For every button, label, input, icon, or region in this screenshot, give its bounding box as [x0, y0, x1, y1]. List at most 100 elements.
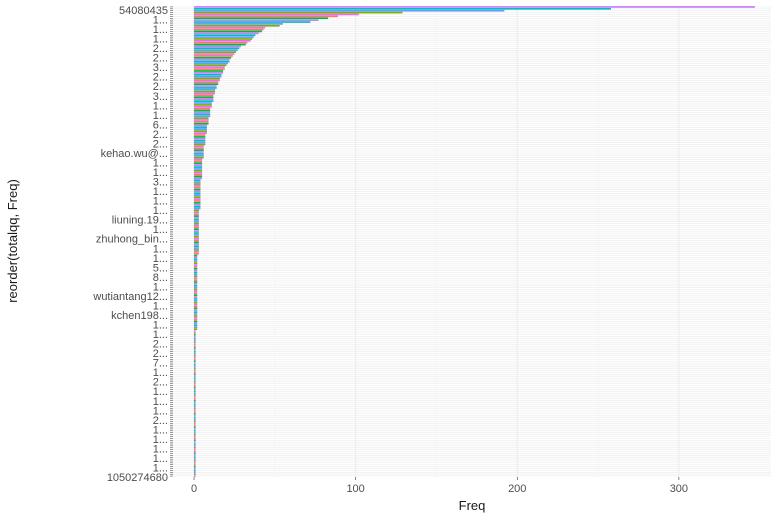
bar	[194, 137, 206, 140]
y-tick-label: 1...	[153, 24, 168, 36]
bar	[194, 132, 207, 135]
x-tick-label: 300	[670, 483, 688, 495]
bar	[194, 145, 204, 148]
bar	[194, 465, 196, 468]
bar	[194, 153, 204, 155]
bar	[194, 381, 196, 383]
bar	[194, 352, 196, 355]
bar	[194, 362, 196, 364]
bar	[194, 19, 319, 21]
bar	[194, 348, 196, 351]
bar	[194, 41, 248, 44]
bar	[194, 104, 212, 106]
bar	[194, 416, 196, 419]
bar	[194, 38, 253, 40]
bar	[194, 230, 199, 232]
bar	[194, 224, 199, 227]
bar	[194, 264, 198, 266]
y-tick-label: 1050274680	[107, 472, 168, 484]
bar	[194, 218, 199, 221]
bar	[194, 431, 196, 434]
bar	[194, 151, 204, 153]
bar	[194, 15, 338, 18]
y-tick-label: 1...	[153, 34, 168, 46]
y-tick-label: kchen198...	[111, 310, 168, 322]
bar	[194, 260, 198, 263]
bar	[194, 322, 198, 325]
y-tick-label: liuning.19...	[112, 215, 168, 227]
bar	[194, 55, 233, 57]
y-tick-label: 1...	[153, 157, 168, 169]
bar	[194, 445, 196, 447]
bar	[194, 446, 196, 449]
bar	[194, 443, 196, 445]
bar	[194, 130, 207, 133]
bar	[194, 62, 228, 65]
bar	[194, 335, 196, 338]
bar	[194, 196, 201, 199]
y-tick-label: 1...	[153, 367, 168, 379]
bar	[194, 40, 251, 42]
bar	[194, 124, 207, 127]
bar	[194, 7, 611, 10]
bar	[194, 211, 199, 214]
bar	[194, 467, 196, 470]
bar	[194, 303, 198, 306]
bar	[194, 220, 199, 223]
bar	[194, 21, 311, 23]
bar	[194, 375, 196, 378]
y-tick-label: 6...	[153, 119, 168, 131]
bar	[194, 160, 203, 163]
bar	[194, 460, 196, 462]
bar	[194, 23, 283, 25]
bar	[194, 315, 198, 317]
bar	[194, 81, 219, 84]
bar	[194, 34, 256, 37]
bar	[194, 316, 198, 319]
bar	[194, 429, 196, 432]
y-tick-label: 2...	[153, 81, 168, 93]
y-tick-label: 1...	[153, 443, 168, 455]
bar	[194, 424, 196, 427]
bar	[194, 98, 214, 101]
bar	[194, 411, 196, 413]
bar	[194, 79, 220, 82]
bar	[194, 173, 203, 176]
bar	[194, 371, 196, 374]
bar	[194, 156, 204, 159]
bar	[194, 117, 209, 119]
y-axis-title: reorder(totalqq, Freq)	[5, 179, 20, 303]
bar	[194, 6, 755, 8]
bar	[194, 111, 211, 114]
bar	[194, 420, 196, 423]
bar	[194, 136, 206, 138]
bar	[194, 301, 198, 304]
bar	[194, 367, 196, 370]
bar	[194, 394, 196, 396]
bar	[194, 228, 199, 231]
bar	[194, 64, 227, 67]
bar	[194, 53, 235, 55]
bar	[194, 251, 199, 253]
bar	[194, 239, 199, 242]
y-tick-label: 1...	[153, 386, 168, 398]
bar	[194, 68, 225, 70]
bar	[194, 433, 196, 436]
bar	[194, 409, 196, 411]
y-tick-label: 2...	[153, 129, 168, 141]
y-tick-label: 3...	[153, 62, 168, 74]
bar	[194, 121, 209, 123]
bar	[194, 9, 505, 12]
bar	[194, 207, 201, 210]
bar	[194, 401, 196, 404]
bar	[194, 168, 203, 170]
bar	[194, 435, 196, 438]
bar	[194, 234, 199, 236]
bar	[194, 350, 196, 353]
bar	[194, 209, 199, 212]
bar	[194, 217, 199, 219]
bar	[194, 70, 224, 72]
bar	[194, 356, 196, 359]
bar	[194, 365, 196, 368]
